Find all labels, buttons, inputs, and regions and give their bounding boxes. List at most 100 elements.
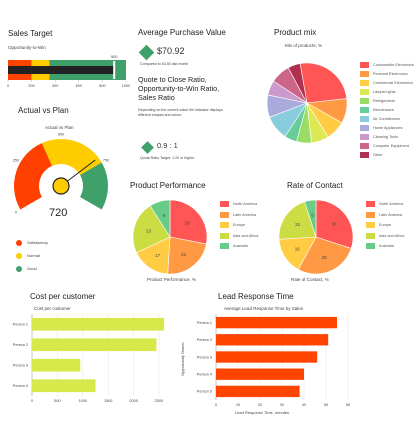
- product-mix-legend-item: Air Conditioners: [360, 114, 414, 123]
- product-mix-legend-item: Refrigerators: [360, 96, 414, 105]
- rate-of-contact-pie: 30 28 16 21 5: [278, 199, 354, 275]
- product-performance-title: Product Performance: [130, 181, 206, 190]
- sales-target-subtitle: Opportunity-to-Win: [8, 45, 46, 50]
- gauge-title: Actual vs Plan: [45, 125, 74, 130]
- actual-vs-plan-gauge: 0 250 500 750: [13, 133, 109, 215]
- quote-close-description: Depending on the current value the indic…: [138, 108, 223, 118]
- legend-label: Europe: [233, 223, 246, 228]
- lead-response-chart-title: Average Lead Response Time by Sales: [224, 306, 303, 311]
- product-performance-legend-item: Europe: [220, 220, 258, 231]
- rate-of-contact-data-label: 5: [311, 213, 314, 218]
- lead-response-category-label: Person 3: [197, 355, 212, 359]
- rate-of-contact-title: Rate of Contact: [287, 181, 343, 190]
- rate-of-contact-data-label: 16: [295, 246, 301, 251]
- cost-per-customer-tick-label: 0: [31, 399, 33, 403]
- quote-close-note: Quota Ratio Target: 1:20 or higher: [140, 156, 195, 160]
- legend-swatch: [220, 232, 229, 239]
- rate-of-contact-legend-item: Asia and Africa: [366, 231, 404, 242]
- product-performance-xlabel: Product Performance, %: [147, 277, 197, 282]
- legend-label: Lamps/Lights: [373, 89, 396, 94]
- legend-label: Australia: [233, 244, 248, 249]
- cost-per-customer-category-label: Person 2: [13, 343, 28, 347]
- product-mix-slice: [299, 62, 348, 104]
- product-performance-data-label: 28: [185, 220, 191, 225]
- legend-swatch: [360, 133, 369, 140]
- rate-of-contact-xlabel: Rate of Contact, %: [291, 277, 329, 282]
- tick-label: 800: [99, 84, 105, 88]
- product-mix-slice: [287, 63, 308, 104]
- legend-swatch: [366, 232, 375, 239]
- quote-close-value: 0.9 : 1: [157, 141, 178, 150]
- product-mix-chart-title: Mix of products, %: [285, 43, 323, 48]
- rate-of-contact-legend-item: Latin America: [366, 210, 404, 221]
- cost-per-customer-category-label: Person 4: [13, 384, 28, 388]
- legend-swatch: [366, 243, 375, 250]
- rate-of-contact-slice: [297, 236, 352, 275]
- legend-swatch: [360, 142, 369, 149]
- lead-response-xlabel: Lead Response Time, minutes: [235, 410, 289, 415]
- product-mix-legend: Consumable Electronics Personal Electroni…: [360, 60, 414, 159]
- lead-response-category-label: Person 4: [197, 373, 212, 377]
- gauge-band-satisfactory: [13, 143, 53, 210]
- gauge-hub: [52, 177, 70, 195]
- legend-label: Computer Equipment: [373, 143, 409, 148]
- legend-label: Latin America: [233, 212, 257, 217]
- product-performance-slice: [169, 199, 208, 245]
- legend-swatch: [360, 115, 369, 122]
- legend-label: Europe: [379, 223, 392, 228]
- gauge-legend-item: Normal: [16, 249, 48, 262]
- product-performance-slice: [149, 199, 171, 239]
- legend-label: Kitchenware: [373, 107, 394, 112]
- gauge-legend: Satisfactory Normal Good: [16, 236, 48, 275]
- rate-of-contact-data-label: 21: [295, 222, 301, 227]
- product-mix-title: Product mix: [274, 28, 317, 37]
- legend-label: Consumable Electronics: [373, 62, 414, 67]
- cost-per-customer-category-label: Person 3: [13, 364, 28, 368]
- legend-label: Cleaning Tools: [373, 134, 398, 139]
- lead-response-bar: [216, 351, 318, 363]
- legend-dot: [16, 239, 22, 246]
- gauge-tick-label: 0: [15, 211, 17, 215]
- tick-label: 600: [76, 84, 82, 88]
- product-performance-data-label: 9: [163, 213, 166, 218]
- lead-response-category-label: Person 2: [197, 338, 212, 342]
- lead-response-tick-label: 60: [346, 403, 350, 407]
- product-performance-legend: North America Latin America Europe Asia and…: [220, 199, 258, 252]
- product-mix-legend-item: Consumable Electronics: [360, 60, 414, 69]
- cost-per-customer-chart-title: Cost per customer: [34, 306, 71, 311]
- lead-response-title: Lead Response Time: [218, 292, 294, 301]
- legend-swatch: [360, 106, 369, 113]
- gauge-legend-item: Satisfactory: [16, 236, 48, 249]
- gauge-legend-item: Good: [16, 262, 48, 275]
- product-mix-legend-item: Computer Equipment: [360, 141, 414, 150]
- rate-of-contact-data-label: 28: [322, 255, 328, 260]
- product-performance-slice: [167, 236, 207, 275]
- legend-swatch: [360, 88, 369, 95]
- rate-of-contact-legend-item: Australia: [366, 241, 404, 252]
- cost-per-customer-category-label: Person 1: [13, 323, 28, 327]
- cost-per-customer-tick-label: 1500: [104, 399, 112, 403]
- lead-response-tick-label: 30: [280, 403, 284, 407]
- product-mix-legend-item: Lamps/Lights: [360, 87, 414, 96]
- legend-swatch: [366, 222, 375, 229]
- legend-label: Asia and Africa: [233, 233, 259, 238]
- legend-label: Home Appliances: [373, 125, 403, 130]
- lead-response-bar: [216, 316, 337, 329]
- legend-label: Commercial Electronics: [373, 80, 413, 85]
- gauge-tick-label: 750: [103, 159, 109, 163]
- legend-label: North America: [233, 202, 258, 207]
- rate-of-contact-slice: [304, 199, 317, 238]
- tick-label: 400: [52, 84, 58, 88]
- product-performance-slice: [132, 205, 171, 254]
- legend-label: Australia: [379, 244, 394, 249]
- cost-per-customer-bar: [32, 358, 81, 372]
- rate-of-contact-legend: North America Latin America Europe Asia and…: [366, 199, 404, 252]
- actual-vs-plan-title: Actual vs Plan: [18, 106, 69, 115]
- product-mix-legend-item: Home Appliances: [360, 123, 414, 132]
- lead-response-tick-label: 40: [302, 403, 306, 407]
- legend-swatch: [360, 124, 369, 131]
- cost-per-customer-tick-label: 2500: [155, 399, 163, 403]
- legend-label: Air Conditioners: [373, 116, 401, 121]
- target-label: 900: [111, 54, 118, 59]
- legend-label: Asia and Africa: [379, 233, 405, 238]
